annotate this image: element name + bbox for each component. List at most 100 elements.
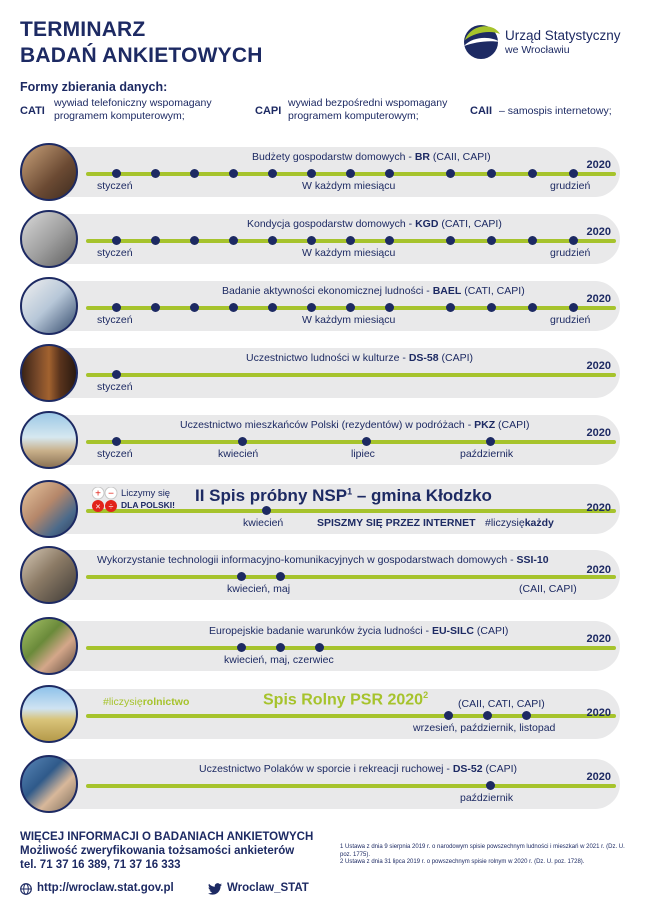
timeline-dot: [111, 370, 121, 379]
survey-photo: [20, 617, 78, 675]
method-desc: programem komputerowym;: [54, 110, 185, 122]
timeline-dot: [568, 303, 578, 312]
timeline-dot: [521, 711, 531, 720]
page-title: TERMINARZ BADAŃ ANKIETOWYCH: [20, 17, 263, 69]
timeline-dot: [237, 437, 247, 446]
timeline-dot: [267, 236, 277, 245]
survey-title: Uczestnictwo ludności w kulturze - DS-58…: [246, 352, 473, 364]
year-label: 2020: [586, 226, 611, 238]
year-label: 2020: [586, 771, 611, 783]
survey-row-ds52: Uczestnictwo Polaków w sporcie i rekreac…: [20, 755, 625, 813]
year-label: 2020: [586, 159, 611, 171]
year-label: 2020: [586, 502, 611, 514]
survey-row-br: Budżety gospodarstw domowych - BR (CAII,…: [20, 143, 625, 201]
timeline-dot: [228, 303, 238, 312]
survey-photo: [20, 685, 78, 743]
footer-line-2: Możliwość zweryfikowania tożsamości anki…: [20, 845, 295, 857]
timeline-dot: [486, 169, 496, 178]
timeline-dot: [150, 169, 160, 178]
timeline-dot: [189, 236, 199, 245]
nsp-badge: + − × ÷ Liczymy się DLA POLSKI!: [92, 483, 187, 513]
year-label: 2020: [586, 564, 611, 576]
footer-line-3: tel. 71 37 16 389, 71 37 16 333: [20, 859, 181, 871]
timeline-dot: [384, 303, 394, 312]
method-code: CAII: [470, 105, 492, 117]
survey-methods: (CAII, CAPI): [519, 583, 577, 595]
timeline-label: styczeń: [97, 381, 133, 393]
timeline-dot: [189, 169, 199, 178]
timeline-dot: [345, 169, 355, 178]
timeline-dot: [267, 169, 277, 178]
twitter-link[interactable]: Wroclaw_STAT: [227, 882, 309, 894]
timeline-dot: [443, 711, 453, 720]
survey-photo: [20, 546, 78, 604]
survey-title: Uczestnictwo mieszkańców Polski (rezyden…: [180, 419, 530, 431]
timeline-label: październik: [460, 448, 514, 460]
timeline-label: W każdym miesiącu: [302, 314, 396, 326]
logo-sub: we Wrocławiu: [505, 44, 570, 56]
timeline-dot: [485, 437, 495, 446]
timeline-dot: [345, 236, 355, 245]
title-line-2: BADAŃ ANKIETOWYCH: [20, 44, 263, 67]
timeline-dot: [111, 303, 121, 312]
survey-photo: [20, 210, 78, 268]
survey-photo: [20, 480, 78, 538]
timeline-dot: [150, 303, 160, 312]
timeline-dot: [384, 236, 394, 245]
timeline-dot: [527, 169, 537, 178]
timeline-label: styczeń: [97, 448, 133, 460]
survey-photo: [20, 277, 78, 335]
timeline-dot: [568, 236, 578, 245]
timeline-dot: [527, 303, 537, 312]
survey-row-ds58: Uczestnictwo ludności w kulturze - DS-58…: [20, 344, 625, 402]
survey-photo: [20, 411, 78, 469]
survey-row-pkz: Uczestnictwo mieszkańców Polski (rezyden…: [20, 411, 625, 469]
method-code: CATI: [20, 105, 45, 117]
timeline-label: wrzesień, październik, listopad: [413, 722, 556, 734]
timeline-dot: [306, 236, 316, 245]
timeline-dot: [306, 169, 316, 178]
timeline-label: styczeń: [97, 247, 133, 259]
website-link[interactable]: http://wroclaw.stat.gov.pl: [37, 882, 174, 894]
twitter-icon: [208, 883, 222, 895]
survey-row-nsp: + − × ÷ Liczymy się DLA POLSKI! II Spis …: [20, 480, 625, 538]
nsp-slogan: SPISZMY SIĘ PRZEZ INTERNET: [317, 517, 476, 529]
footnote-2: 2 Ustawa z dnia 31 lipca 2019 r. o powsz…: [340, 859, 585, 865]
timeline-dot: [384, 169, 394, 178]
survey-row-ssi10: Wykorzystanie technologii informacyjno-k…: [20, 546, 625, 604]
year-label: 2020: [586, 360, 611, 372]
timeline-dot: [111, 236, 121, 245]
timeline-dot: [568, 169, 578, 178]
timeline-dot: [306, 303, 316, 312]
timeline-label: styczeń: [97, 314, 133, 326]
timeline-dot: [236, 572, 246, 581]
year-label: 2020: [586, 707, 611, 719]
year-label: 2020: [586, 633, 611, 645]
survey-row-bael: Badanie aktywności ekonomicznej ludności…: [20, 277, 625, 335]
methods-title: Formy zbierania danych:: [20, 80, 168, 94]
timeline-dot: [527, 236, 537, 245]
psr-hashtag: #liczysięrolnictwo: [103, 696, 190, 708]
timeline-dot: [445, 169, 455, 178]
timeline-label: grudzień: [550, 247, 591, 259]
timeline-dot: [275, 572, 285, 581]
logo-name: Urząd Statystyczny: [505, 28, 621, 43]
survey-row-eusilc: Europejskie badanie warunków życia ludno…: [20, 617, 625, 675]
survey-photo: [20, 344, 78, 402]
timeline-dot: [482, 711, 492, 720]
survey-photo: [20, 143, 78, 201]
survey-photo: [20, 755, 78, 813]
timeline-dot: [275, 643, 285, 652]
timeline-dot: [485, 781, 495, 790]
year-label: 2020: [586, 427, 611, 439]
survey-title: Budżety gospodarstw domowych - BR (CAII,…: [252, 151, 491, 163]
timeline-dot: [228, 236, 238, 245]
timeline-dot: [111, 169, 121, 178]
survey-row-psr: #liczysięrolnictwo Spis Rolny PSR 20202 …: [20, 685, 625, 743]
survey-methods: (CAII, CATI, CAPI): [458, 698, 545, 710]
svg-text:−: −: [108, 489, 114, 500]
svg-text:+: +: [95, 489, 101, 500]
method-desc: wywiad telefoniczny wspomagany: [54, 97, 212, 109]
timeline-label: kwiecień, maj, czerwiec: [224, 654, 334, 666]
survey-row-kgd: Kondycja gospodarstw domowych - KGD (CAT…: [20, 210, 625, 268]
